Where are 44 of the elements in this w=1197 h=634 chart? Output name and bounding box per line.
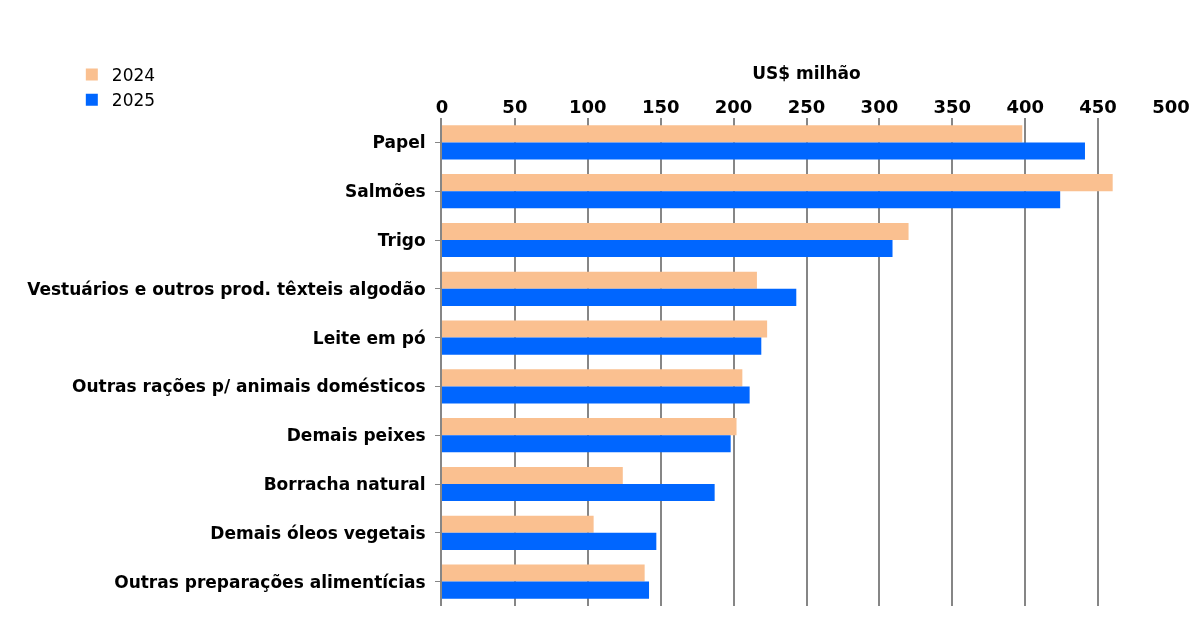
x-tick-label: 350: [933, 96, 972, 118]
bar: [442, 288, 797, 306]
x-tick-label: 500: [1152, 96, 1190, 118]
x-tick-label: 450: [1079, 96, 1117, 118]
bar: [442, 466, 623, 484]
y-tick-label: Outras preparações alimentícias: [114, 571, 426, 592]
x-axis-title: US$ milhão: [752, 62, 861, 83]
y-tick-label: Demais peixes: [286, 425, 426, 446]
bar: [442, 581, 650, 599]
y-tick-label: Vestuários e outros prod. têxteis algodão: [27, 278, 426, 299]
y-tick-label: Trigo: [377, 229, 426, 250]
bar: [442, 174, 1113, 192]
x-tick-label: 0: [435, 96, 449, 118]
bar: [442, 271, 757, 289]
x-tick-label: 250: [787, 96, 826, 118]
bar: [442, 435, 731, 453]
y-tick-label: Salmões: [345, 181, 426, 202]
y-tick-label: Demais óleos vegetais: [210, 522, 426, 543]
bar: [442, 386, 750, 404]
y-tick-label: Papel: [372, 132, 426, 153]
bar: [442, 125, 1023, 143]
bar: [442, 320, 768, 338]
bar: [442, 515, 594, 533]
bar: [442, 532, 657, 550]
bar: [442, 418, 737, 436]
x-tick-label: 400: [1006, 96, 1044, 118]
bar: [442, 337, 762, 355]
y-tick-label: Outras rações p/ animais domésticos: [72, 376, 426, 397]
legend-label: 2025: [111, 90, 156, 111]
x-tick-label: 200: [714, 96, 753, 118]
bar: [442, 142, 1085, 160]
bar: [442, 484, 715, 502]
bar: [442, 564, 645, 582]
y-tick-label: Leite em pó: [312, 327, 426, 348]
legend-label: 2024: [111, 65, 156, 86]
x-tick-label: 50: [502, 96, 528, 118]
bar: [442, 222, 909, 240]
y-tick-label: Borracha natural: [263, 473, 426, 494]
x-tick-label: 100: [569, 96, 607, 118]
bar: [442, 369, 743, 387]
bar: [442, 240, 893, 258]
x-tick-label: 150: [641, 96, 680, 118]
bar: [442, 191, 1061, 209]
x-tick-label: 300: [860, 96, 899, 118]
